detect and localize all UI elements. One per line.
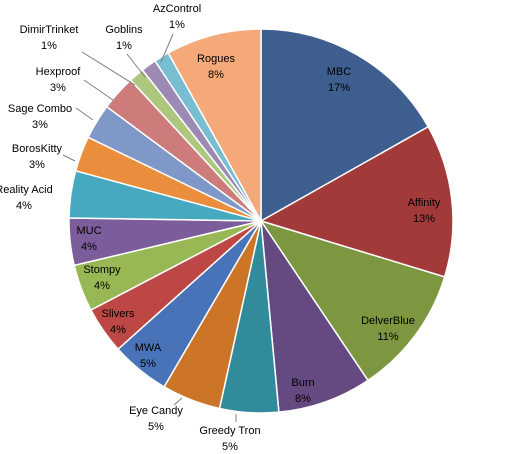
leader-line-goblins — [126, 53, 146, 78]
pie-slice-burn — [260, 220, 370, 413]
leader-line-dimirtrinket — [81, 51, 136, 86]
slice-percent-rogues: 8% — [208, 69, 224, 81]
slice-percent-azcontrol: 1% — [169, 19, 185, 31]
slice-label-eye-candy: Eye Candy — [129, 405, 183, 417]
slice-label-azcontrol: AzControl — [153, 3, 201, 15]
slice-label-burn: Burn — [291, 377, 314, 389]
slice-percent-reality-acid: 4% — [16, 200, 32, 212]
pie-slice-affinity — [259, 125, 454, 278]
pie-slice-rogues — [167, 28, 262, 222]
slice-label-rogues: Rogues — [197, 53, 235, 65]
slice-label-stompy: Stompy — [83, 264, 121, 276]
slice-label-dimirtrinket: DimirTrinket — [20, 24, 79, 36]
leader-line-sage-combo — [75, 107, 94, 121]
slice-percent-hexproof: 3% — [50, 82, 66, 94]
slice-percent-muc: 4% — [81, 241, 97, 253]
slice-percent-delverblue: 11% — [377, 331, 398, 343]
pie-slices — [68, 28, 454, 414]
slice-label-boroskitty: BorosKitty — [12, 143, 63, 155]
pie-slice-delverblue — [259, 219, 446, 382]
slice-label-hexproof: Hexproof — [36, 66, 82, 78]
leader-lines — [62, 33, 237, 422]
slice-label-delverblue: DelverBlue — [361, 315, 415, 327]
slice-percent-dimirtrinket: 1% — [41, 40, 57, 52]
leader-line-azcontrol — [160, 33, 174, 63]
slice-percent-stompy: 4% — [94, 280, 110, 292]
slice-percent-mwa: 5% — [140, 358, 156, 370]
slice-label-slivers: Slivers — [101, 308, 135, 320]
slice-percent-boroskitty: 3% — [29, 159, 45, 171]
slice-label-reality-acid: Reality Acid — [0, 184, 53, 196]
leader-line-hexproof — [83, 79, 114, 101]
slice-label-sage-combo: Sage Combo — [8, 103, 72, 115]
leader-line-eye-candy — [173, 397, 183, 406]
pie-slice-mbc — [260, 28, 430, 223]
slice-percent-sage-combo: 3% — [32, 119, 48, 131]
slice-label-muc: MUC — [76, 225, 101, 237]
slice-label-goblins: Goblins — [105, 24, 143, 36]
slice-label-mwa: MWA — [135, 342, 162, 354]
slice-percent-eye-candy: 5% — [148, 421, 164, 433]
slice-percent-burn: 8% — [295, 393, 311, 405]
slice-percent-affinity: 13% — [413, 213, 435, 225]
slice-percent-goblins: 1% — [116, 40, 132, 52]
slice-percent-greedy-tron: 5% — [222, 441, 238, 453]
slice-labels: MBC 17% Affinity 13% DelverBlue 11% Burn 8% Gree… — [0, 3, 441, 453]
slice-label-affinity: Affinity — [408, 197, 441, 209]
slice-label-mbc: MBC — [327, 66, 352, 78]
slice-label-greedy-tron: Greedy Tron — [199, 425, 260, 437]
slice-percent-mbc: 17% — [328, 82, 350, 94]
slice-percent-slivers: 4% — [110, 324, 126, 336]
leader-line-boroskitty — [62, 154, 76, 162]
